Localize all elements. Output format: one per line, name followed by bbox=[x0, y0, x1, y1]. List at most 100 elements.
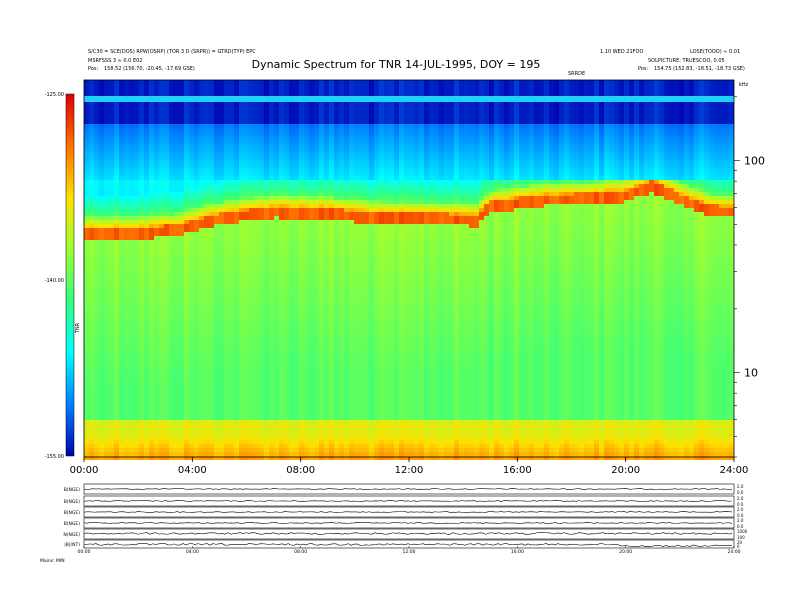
spectrogram-cell bbox=[299, 224, 304, 228]
spectrogram-cell bbox=[324, 448, 329, 452]
spectrogram-cell bbox=[184, 332, 189, 336]
spectrogram-cell bbox=[279, 284, 284, 288]
spectrogram-cell bbox=[109, 276, 114, 280]
spectrogram-cell bbox=[279, 164, 284, 168]
spectrogram-cell bbox=[189, 428, 194, 432]
spectrogram-cell bbox=[264, 144, 269, 148]
spectrogram-cell bbox=[259, 404, 264, 408]
spectrogram-cell bbox=[99, 388, 104, 392]
spectrogram-cell bbox=[114, 156, 119, 160]
spectrogram-cell bbox=[279, 364, 284, 368]
spectrogram-cell bbox=[179, 308, 184, 312]
spectrogram-cell bbox=[164, 284, 169, 288]
spectrogram-cell bbox=[184, 360, 189, 364]
spectrogram-cell bbox=[274, 392, 279, 396]
spectrogram-cell bbox=[289, 444, 294, 448]
spectrogram-cell bbox=[84, 336, 89, 340]
spectrogram-cell bbox=[209, 344, 214, 348]
spectrogram-cell bbox=[89, 388, 94, 392]
spectrogram-cell bbox=[199, 168, 204, 172]
spectrogram-cell bbox=[114, 284, 119, 288]
spectrogram-cell bbox=[239, 144, 244, 148]
spectrogram-cell bbox=[294, 444, 299, 448]
spectrogram-cell bbox=[194, 436, 199, 440]
spectrogram-cell bbox=[109, 380, 114, 384]
spectrogram-cell bbox=[189, 148, 194, 152]
spectrogram-cell bbox=[209, 88, 214, 92]
spectrogram-cell bbox=[104, 172, 109, 176]
spectrogram-cell bbox=[304, 152, 309, 156]
spectrogram-cell bbox=[264, 80, 269, 84]
spectrogram-cell bbox=[219, 224, 224, 228]
spectrogram-cell bbox=[89, 216, 94, 220]
spectrogram-cell bbox=[249, 132, 254, 136]
spectrogram-cell bbox=[339, 288, 344, 292]
spectrogram-cell bbox=[259, 240, 264, 244]
spectrogram-cell bbox=[319, 392, 324, 396]
spectrogram-cell bbox=[164, 124, 169, 128]
spectrogram-cell bbox=[329, 224, 334, 228]
spectrogram-cell bbox=[159, 256, 164, 260]
spectrogram-cell bbox=[219, 456, 224, 460]
spectrogram-cell bbox=[99, 92, 104, 96]
spectrogram-cell bbox=[214, 344, 219, 348]
spectrogram-cell bbox=[189, 320, 194, 324]
spectrogram-cell bbox=[174, 404, 179, 408]
spectrogram-cell bbox=[94, 148, 99, 152]
spectrogram-cell bbox=[89, 288, 94, 292]
spectrogram-cell bbox=[284, 408, 289, 412]
spectrogram-cell bbox=[204, 180, 209, 184]
spectrogram-cell bbox=[179, 360, 184, 364]
spectrogram-cell bbox=[129, 192, 134, 196]
spectrogram-cell bbox=[249, 288, 254, 292]
spectrogram-cell bbox=[229, 412, 234, 416]
spectrogram-cell bbox=[179, 316, 184, 320]
spectrogram-cell bbox=[194, 284, 199, 288]
spectrogram-cell bbox=[209, 428, 214, 432]
spectrogram-cell bbox=[284, 448, 289, 452]
spectrogram-cell bbox=[334, 288, 339, 292]
spectrogram-cell bbox=[274, 140, 279, 144]
spectrogram-cell bbox=[134, 344, 139, 348]
spectrogram-cell bbox=[284, 204, 289, 208]
spectrogram-cell bbox=[169, 332, 174, 336]
spectrogram-cell bbox=[249, 124, 254, 128]
spectrogram-cell bbox=[144, 216, 149, 220]
spectrogram-cell bbox=[259, 324, 264, 328]
spectrogram-cell bbox=[284, 244, 289, 248]
spectrogram-cell bbox=[269, 352, 274, 356]
spectrogram-cell bbox=[324, 268, 329, 272]
spectrogram-cell bbox=[139, 236, 144, 240]
spectrogram-cell bbox=[184, 136, 189, 140]
spectrogram-cell bbox=[234, 160, 239, 164]
spectrogram-cell bbox=[269, 340, 274, 344]
spectrogram-cell bbox=[169, 380, 174, 384]
spectrogram-cell bbox=[219, 140, 224, 144]
spectrogram-cell bbox=[124, 448, 129, 452]
spectrogram-cell bbox=[184, 448, 189, 452]
spectrogram-cell bbox=[249, 412, 254, 416]
spectrogram-cell bbox=[299, 408, 304, 412]
spectrogram-cell bbox=[329, 416, 334, 420]
spectrogram-cell bbox=[124, 252, 129, 256]
spectrogram-cell bbox=[259, 416, 264, 420]
spectrogram-cell bbox=[89, 452, 94, 456]
spectrogram-cell bbox=[164, 208, 169, 212]
spectrogram-cell bbox=[329, 112, 334, 116]
spectrogram-cell bbox=[84, 332, 89, 336]
spectrogram-cell bbox=[289, 92, 294, 96]
spectrogram-cell bbox=[254, 172, 259, 176]
spectrogram-cell bbox=[259, 380, 264, 384]
spectrogram-cell bbox=[169, 204, 174, 208]
spectrogram-cell bbox=[149, 424, 154, 428]
spectrogram-cell bbox=[124, 312, 129, 316]
spectrogram-cell bbox=[279, 260, 284, 264]
spectrogram-cell bbox=[324, 256, 329, 260]
spectrogram-cell bbox=[244, 288, 249, 292]
spectrogram-cell bbox=[244, 276, 249, 280]
spectrogram-cell bbox=[104, 376, 109, 380]
spectrogram-cell bbox=[134, 276, 139, 280]
spectrogram-cell bbox=[224, 164, 229, 168]
spectrogram-cell bbox=[149, 208, 154, 212]
spectrogram-cell bbox=[124, 84, 129, 88]
